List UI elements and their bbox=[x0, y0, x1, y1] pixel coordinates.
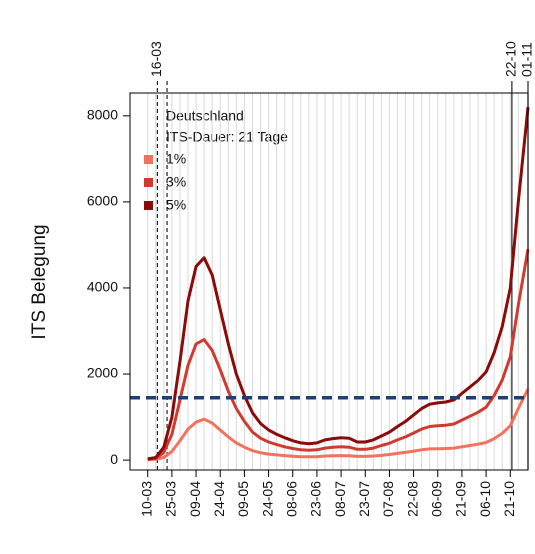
y-tick-label: 2000 bbox=[87, 365, 118, 381]
y-axis-label: ITS Belegung bbox=[29, 224, 50, 339]
line bbox=[147, 388, 530, 462]
x-tick-label: 23-06 bbox=[308, 481, 324, 517]
legend-label: 5% bbox=[166, 197, 186, 213]
y-tick-label: 8000 bbox=[87, 107, 118, 123]
x-tick-label: 24-05 bbox=[259, 481, 275, 517]
legend-swatch bbox=[144, 201, 153, 210]
x-tick-label: 06-09 bbox=[428, 481, 444, 517]
x-tick-label: 22-08 bbox=[404, 481, 420, 517]
x-tick-label: 21-10 bbox=[501, 481, 517, 517]
x-tick-label: 07-08 bbox=[380, 481, 396, 517]
x-tick-label: 09-04 bbox=[187, 481, 203, 517]
x-tick-label: 08-06 bbox=[283, 481, 299, 517]
y-tick-label: 4000 bbox=[87, 279, 118, 295]
reference-label: 22-10 bbox=[503, 41, 519, 77]
reference-label: 01-11 bbox=[519, 42, 535, 77]
x-tick-label: 25-03 bbox=[163, 481, 179, 517]
line bbox=[147, 248, 530, 461]
legend-swatch bbox=[144, 178, 153, 187]
x-tick-label: 23-07 bbox=[356, 481, 372, 517]
y-tick-label: 6000 bbox=[87, 193, 118, 209]
reference-label: 16-03 bbox=[148, 41, 164, 77]
legend-label: 3% bbox=[166, 174, 186, 190]
x-tick-label: 21-09 bbox=[453, 481, 469, 517]
annotation: ITS-Dauer: 21 Tage bbox=[166, 129, 288, 145]
x-tick-label: 09-05 bbox=[235, 481, 251, 517]
x-tick-label: 10-03 bbox=[138, 481, 154, 517]
x-tick-label: 08-07 bbox=[332, 481, 348, 517]
line bbox=[147, 107, 530, 461]
legend-label: 1% bbox=[166, 151, 186, 167]
x-tick-label: 24-04 bbox=[211, 481, 227, 517]
legend-swatch bbox=[144, 155, 153, 164]
x-tick-label: 06-10 bbox=[477, 481, 493, 517]
annotation: Deutschland bbox=[166, 108, 244, 124]
y-tick-label: 0 bbox=[110, 451, 118, 467]
plot-frame bbox=[129, 92, 529, 471]
